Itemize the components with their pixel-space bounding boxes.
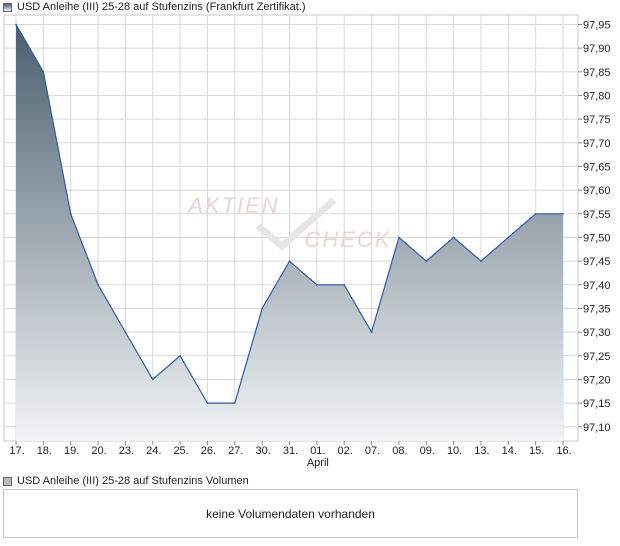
watermark-text-bottom: CHECK <box>304 227 391 252</box>
x-tick-label: 13. <box>474 445 489 457</box>
x-tick-label: 24. <box>146 445 161 457</box>
y-tick-label: 97,85 <box>583 67 611 79</box>
volume-panel: keine Volumendaten vorhanden <box>3 489 578 538</box>
data-point-10 <box>288 260 291 262</box>
volume-legend-label: USD Anleihe (III) 25-28 auf Stufenzins V… <box>17 475 249 487</box>
x-tick-label: 07. <box>365 445 380 457</box>
volume-empty-message: keine Volumendaten vorhanden <box>206 506 375 521</box>
data-point-11 <box>316 284 318 286</box>
data-point-2 <box>69 213 72 215</box>
x-tick-label: 10. <box>447 445 462 457</box>
x-tick-label: 18. <box>37 445 52 457</box>
x-tick-label: 27. <box>228 445 243 457</box>
price-chart: AKTIEN CHECK 97,95 97,90 97,85 97,80 97,75 97… <box>3 14 611 469</box>
x-tick-label: 20. <box>91 445 106 457</box>
price-area <box>16 24 563 441</box>
price-legend-swatch <box>3 2 12 12</box>
y-tick-label: 97,60 <box>583 185 611 197</box>
y-tick-label: 97,20 <box>583 374 611 386</box>
y-tick-label: 97,50 <box>583 232 611 244</box>
watermark-text-top: AKTIEN <box>186 193 279 218</box>
y-tick-label: 97,45 <box>583 256 611 268</box>
data-point-1 <box>42 71 45 73</box>
data-point-17 <box>480 260 482 262</box>
y-tick-label: 97,35 <box>583 303 611 315</box>
price-legend: USD Anleihe (III) 25-28 auf Stufenzins (… <box>3 0 306 14</box>
data-point-16 <box>452 236 455 239</box>
y-tick-label: 97,15 <box>583 398 611 410</box>
x-tick-label: 23. <box>119 445 134 457</box>
x-tick-label: 31. <box>283 445 298 457</box>
data-point-15 <box>425 260 428 262</box>
y-tick-label: 97,10 <box>583 422 611 434</box>
data-point-18 <box>507 236 510 239</box>
data-point-19 <box>534 213 537 215</box>
data-point-3 <box>97 284 99 286</box>
x-tick-label: 19. <box>64 445 79 457</box>
x-tick-label: 30. <box>256 445 271 457</box>
data-point-12 <box>343 284 346 286</box>
x-tick-label: 16. <box>556 445 571 457</box>
data-point-6 <box>179 355 181 357</box>
data-point-13 <box>370 331 373 333</box>
y-tick-label: 97,95 <box>583 19 611 31</box>
x-tick-label: 26. <box>201 445 216 457</box>
volume-legend-swatch <box>3 476 12 486</box>
x-tick-label: 02. <box>338 445 353 457</box>
x-tick-label: 15. <box>529 445 544 457</box>
y-tick-label: 97,30 <box>583 327 611 339</box>
y-tick-label: 97,90 <box>583 43 611 55</box>
x-tick-label: 08. <box>392 445 407 457</box>
data-point-8 <box>234 402 236 404</box>
y-tick-label: 97,70 <box>583 138 611 150</box>
watermark: AKTIEN CHECK <box>186 193 391 252</box>
y-tick-label: 97,65 <box>583 161 611 173</box>
data-point-14 <box>398 236 400 239</box>
y-tick-label: 97,75 <box>583 114 611 126</box>
data-point-20 <box>562 213 564 215</box>
data-point-5 <box>151 378 154 381</box>
data-point-7 <box>206 402 209 404</box>
price-legend-label: USD Anleihe (III) 25-28 auf Stufenzins (… <box>17 1 306 13</box>
y-tick-label: 97,25 <box>583 351 611 363</box>
x-tick-label: 01. <box>310 445 325 457</box>
y-tick-label: 97,40 <box>583 280 611 292</box>
y-tick-label: 97,80 <box>583 90 611 102</box>
data-point-4 <box>124 331 127 333</box>
x-tick-label: 25. <box>173 445 188 457</box>
x-tick-label: 09. <box>420 445 435 457</box>
x-tick-label: 14. <box>502 445 517 457</box>
y-tick-label: 97,55 <box>583 209 611 221</box>
volume-legend: USD Anleihe (III) 25-28 auf Stufenzins V… <box>3 474 249 488</box>
x-group-label: April <box>307 457 329 469</box>
data-point-9 <box>261 307 263 310</box>
data-point-0 <box>15 23 17 26</box>
watermark-check-icon <box>255 197 337 251</box>
x-tick-label: 17. <box>9 445 24 457</box>
